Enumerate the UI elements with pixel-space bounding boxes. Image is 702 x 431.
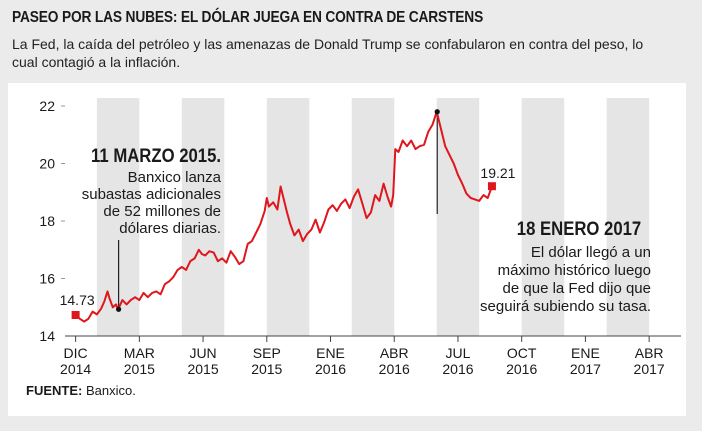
source-value: Banxico.: [85, 383, 136, 398]
annotation-dot: [434, 109, 440, 115]
annotation-dot: [116, 306, 122, 312]
x-tick-label: ABR 2016: [379, 345, 410, 377]
chart-subtitle: La Fed, la caída del petróleo y las amen…: [12, 36, 644, 70]
shaded-band: [606, 98, 650, 336]
annotation-text-line: de 52 millones de: [103, 203, 221, 220]
x-tick-label-line: 2016: [379, 361, 410, 377]
x-tick-label-line: 2015: [187, 361, 218, 377]
start-point-marker: [71, 311, 80, 320]
shaded-band: [181, 98, 225, 336]
source-label: FUENTE:: [26, 383, 83, 398]
x-tick-label: MAR 2015: [124, 345, 155, 377]
x-tick-label: JUL 2016: [442, 345, 473, 377]
annotation-text-line: de que la Fed dijo que: [503, 280, 651, 297]
end-point-marker: [487, 182, 496, 191]
annotation-text-line: dólares diarias.: [119, 220, 221, 237]
annotation-text-line: seguirá subiendo su tasa.: [480, 298, 651, 315]
annotation-text-line: máximo histórico luego: [498, 262, 651, 279]
shaded-band: [351, 98, 395, 336]
y-tick-label: 20: [39, 156, 55, 172]
x-tick-label-line: 2015: [124, 361, 155, 377]
x-tick-label-line: SEP: [253, 345, 281, 361]
chart-title: PASEO POR LAS NUBES: EL DÓLAR JUEGA EN C…: [12, 9, 484, 26]
x-tick-label-line: DIC: [64, 345, 88, 361]
x-tick-label-line: MAR: [124, 345, 155, 361]
x-tick-label-line: 2016: [442, 361, 473, 377]
x-tick-label-line: 2016: [506, 361, 537, 377]
annotation-text-line: subastas adicionales: [82, 186, 221, 203]
x-tick-label-line: 2014: [60, 361, 91, 377]
series-line: [74, 110, 493, 323]
x-tick-label: OCT 2016: [506, 345, 537, 377]
x-tick-label-line: 2015: [251, 361, 282, 377]
x-tick-label: DIC 2014: [60, 345, 91, 377]
x-tick-label-line: 2016: [315, 361, 346, 377]
x-tick-label-line: ABR: [380, 345, 409, 361]
x-tick-label-line: ABR: [635, 345, 664, 361]
annotation-date: 18 ENERO 2017: [517, 218, 641, 239]
end-value-label: 19.21: [480, 165, 515, 181]
x-tick-label-line: JUN: [189, 345, 216, 361]
y-tick-label: 22: [39, 98, 55, 114]
x-tick-label: ENE 2017: [570, 345, 601, 377]
start-value-label: 14.73: [60, 292, 95, 308]
x-tick-label-line: 2017: [634, 361, 665, 377]
y-tick-label: 14: [39, 328, 55, 344]
annotation-text-line: Banxico lanza: [128, 169, 222, 186]
shaded-band: [521, 98, 565, 336]
x-tick-label-line: ENE: [316, 345, 345, 361]
x-tick-label: ENE 2016: [315, 345, 346, 377]
annotation-date: 11 MARZO 2015.: [91, 145, 221, 166]
y-tick-label: 16: [39, 271, 55, 287]
source-note: FUENTE: Banxico.: [26, 383, 136, 398]
x-tick-label: ABR 2017: [634, 345, 665, 377]
annotation-text-line: El dólar llegó a un: [531, 244, 651, 261]
y-tick-label: 18: [39, 213, 55, 229]
x-tick-label-line: ENE: [571, 345, 600, 361]
x-tick-label: SEP 2015: [251, 345, 282, 377]
chart-panel: 14 16 18 20 22 DIC 2014 MAR 2015 JUN 2015 SEP 2015 EN…: [8, 83, 686, 416]
x-tick-label-line: 2017: [570, 361, 601, 377]
x-tick-label: JUN 2015: [187, 345, 218, 377]
x-tick-label-line: OCT: [507, 345, 537, 361]
x-tick-label-line: JUL: [446, 345, 471, 361]
